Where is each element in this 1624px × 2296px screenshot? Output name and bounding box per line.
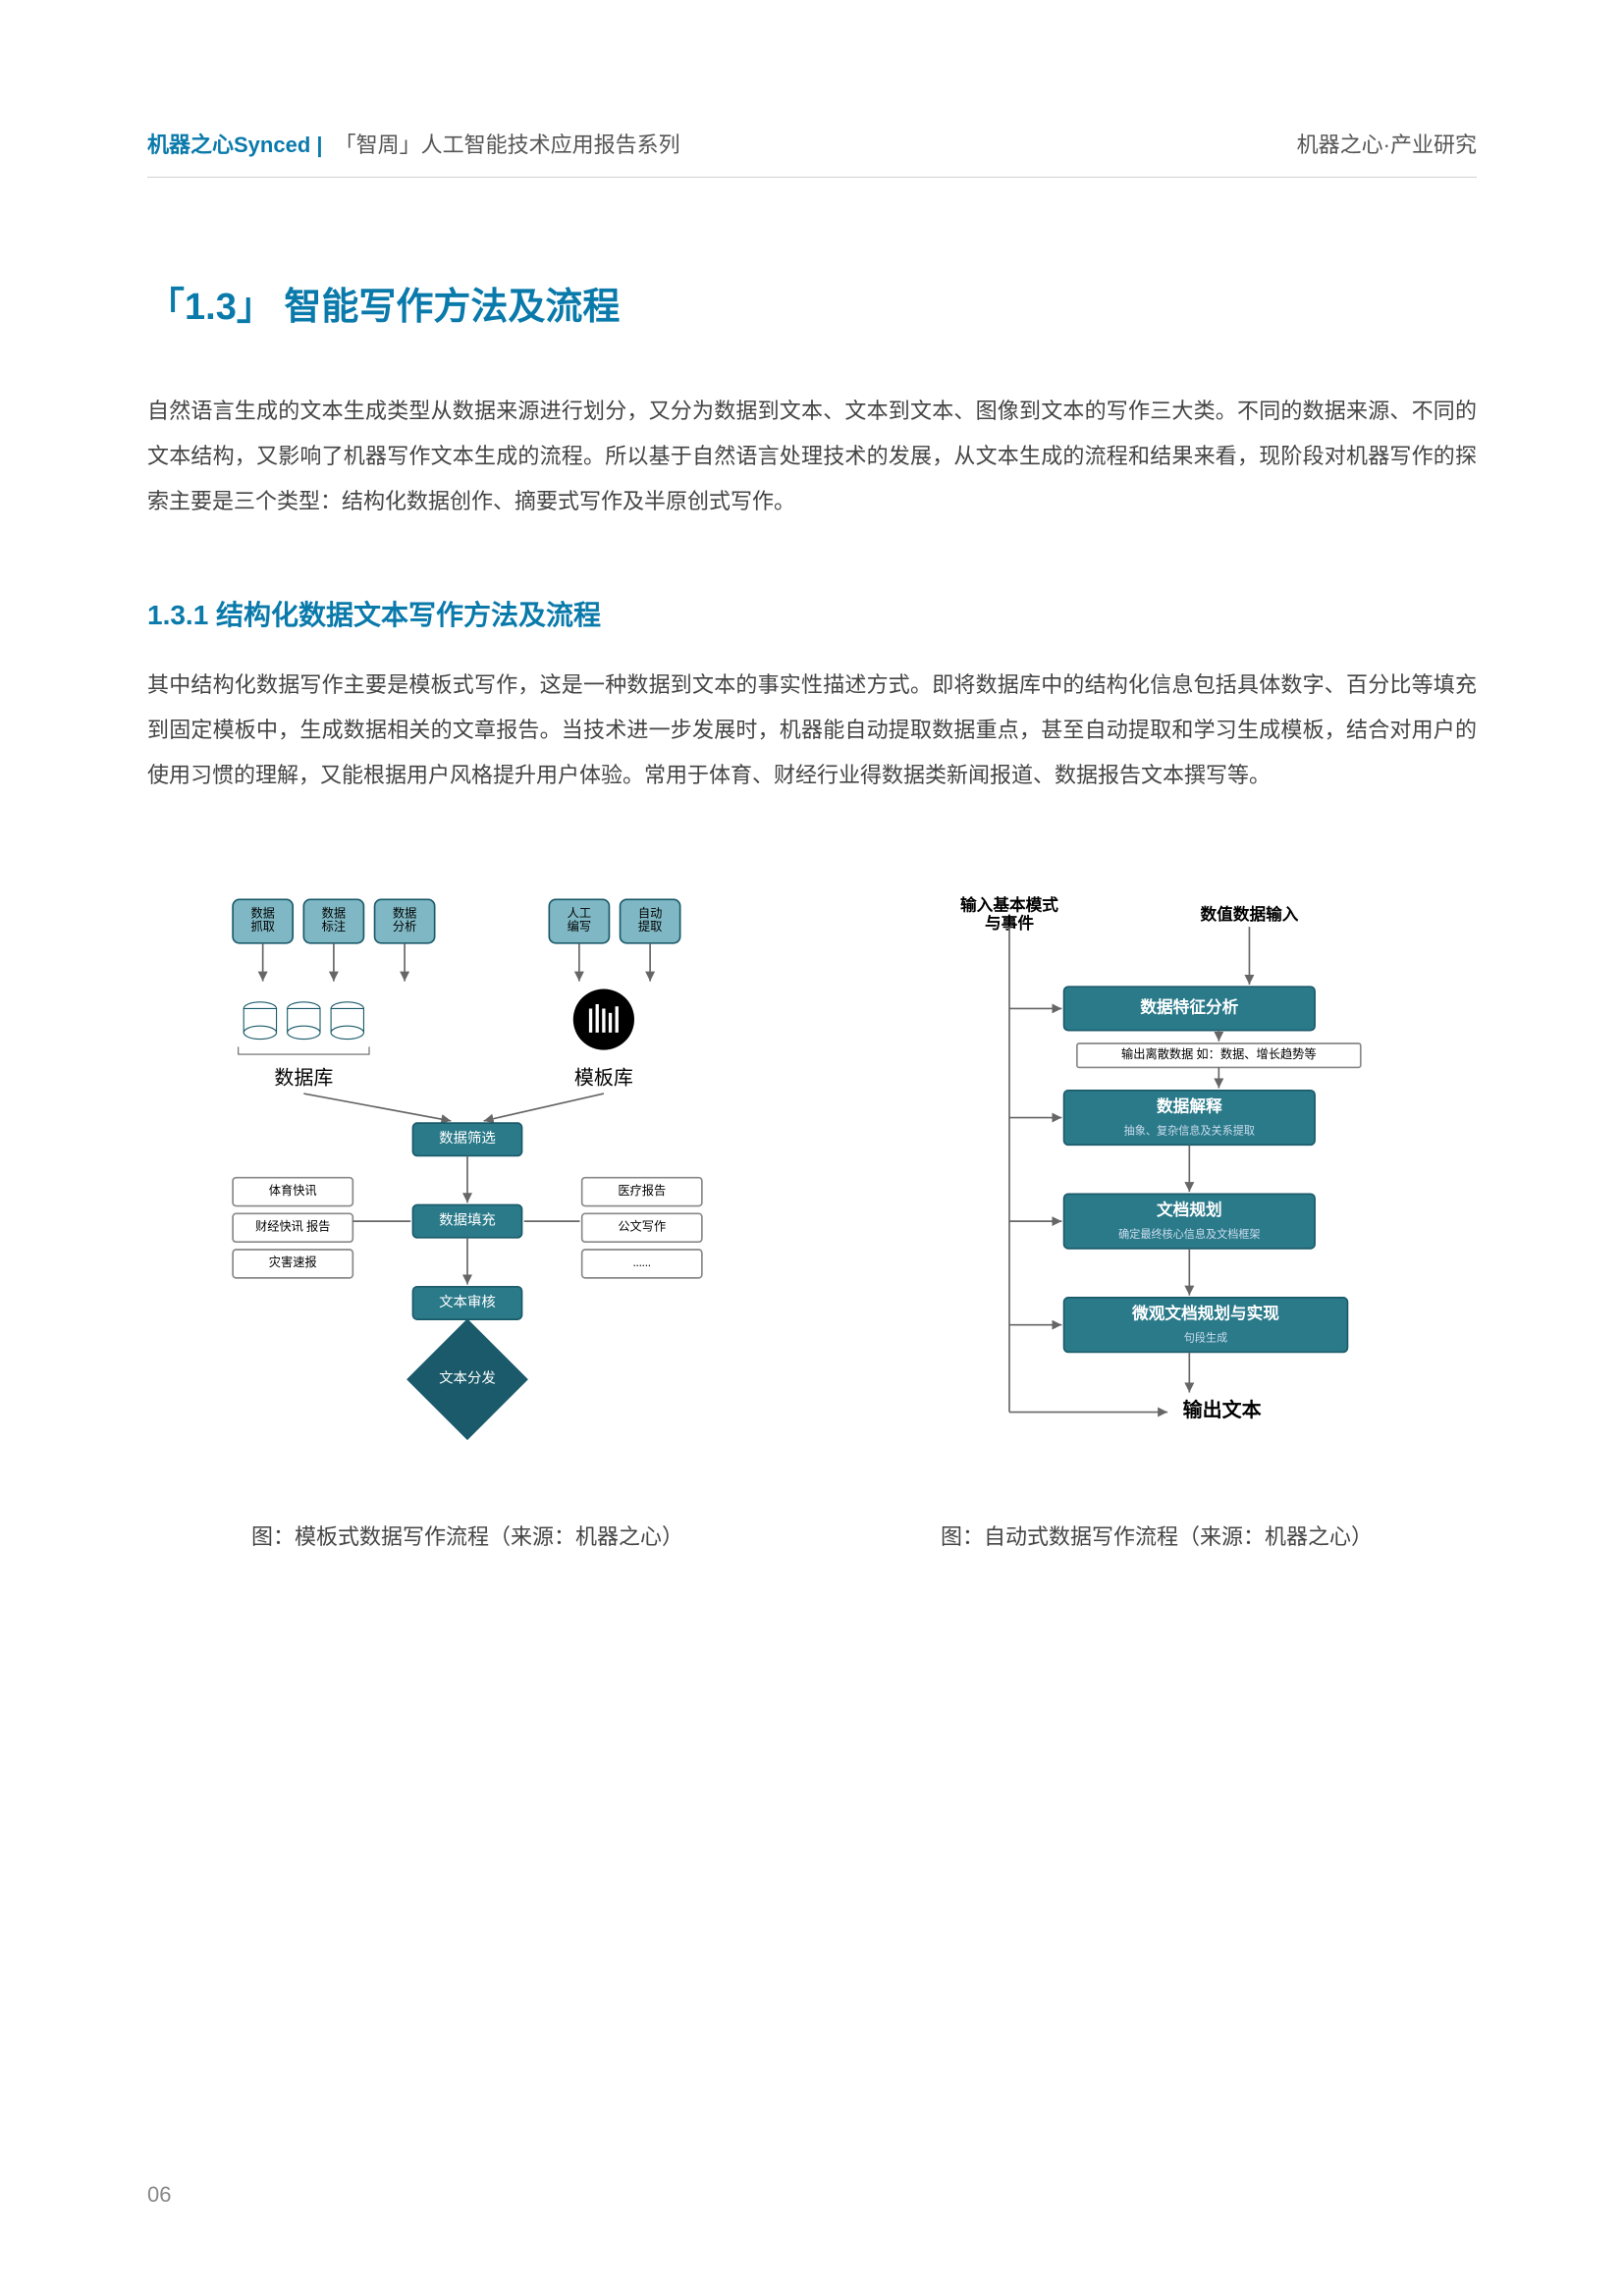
svg-text:财经快讯 报告: 财经快讯 报告	[255, 1219, 330, 1234]
svg-text:体育快讯: 体育快讯	[269, 1183, 317, 1198]
section-intro: 自然语言生成的文本生成类型从数据来源进行划分，又分为数据到文本、文本到文本、图像…	[147, 389, 1477, 525]
svg-text:抓取: 抓取	[250, 920, 274, 934]
diagram-right: 输入基本模式与事件数值数据输入数据特征分析输出离散数据 如：数据、增长趋势等数据…	[837, 867, 1477, 1461]
svg-text:输出文本: 输出文本	[1183, 1398, 1262, 1421]
subsection-title: 1.3.1 结构化数据文本写作方法及流程	[147, 594, 1477, 633]
svg-text:数据筛选: 数据筛选	[439, 1130, 496, 1147]
svg-text:句段生成: 句段生成	[1184, 1331, 1227, 1345]
caption-left: 图：模板式数据写作流程（来源：机器之心）	[147, 1520, 787, 1551]
svg-text:文档规划: 文档规划	[1157, 1200, 1222, 1219]
svg-text:数据特征分析: 数据特征分析	[1140, 996, 1238, 1016]
header-left: 机器之心Synced | 「智周」人工智能技术应用报告系列	[147, 128, 680, 159]
svg-text:抽象、复杂信息及关系提取: 抽象、复杂信息及关系提取	[1124, 1124, 1255, 1138]
svg-text:文本分发: 文本分发	[439, 1370, 496, 1387]
svg-text:灾害速报: 灾害速报	[269, 1255, 317, 1269]
svg-text:数据库: 数据库	[274, 1066, 333, 1089]
svg-text:数据: 数据	[250, 906, 274, 921]
svg-text:文本审核: 文本审核	[439, 1294, 496, 1310]
svg-text:输出离散数据 如：数据、增长趋势等: 输出离散数据 如：数据、增长趋势等	[1121, 1046, 1317, 1061]
header-right: 机器之心·产业研究	[1297, 128, 1477, 159]
svg-text:标注: 标注	[322, 919, 346, 934]
page-header: 机器之心Synced | 「智周」人工智能技术应用报告系列 机器之心·产业研究	[147, 128, 1477, 178]
header-brand: 机器之心Synced |	[147, 133, 323, 157]
header-series: 「智周」人工智能技术应用报告系列	[335, 133, 680, 157]
svg-text:数据: 数据	[322, 906, 346, 921]
svg-text:......: ......	[633, 1255, 651, 1269]
diagram-left: 数据抓取数据标注数据分析人工编写自动提取数据库模板库数据筛选数据填充文本审核体育…	[147, 867, 787, 1461]
svg-text:分析: 分析	[393, 920, 416, 934]
captions-row: 图：模板式数据写作流程（来源：机器之心） 图：自动式数据写作流程（来源：机器之心…	[147, 1520, 1477, 1551]
caption-right: 图：自动式数据写作流程（来源：机器之心）	[837, 1520, 1477, 1551]
flowchart-left: 数据抓取数据标注数据分析人工编写自动提取数据库模板库数据筛选数据填充文本审核体育…	[147, 867, 787, 1456]
subsection-body: 其中结构化数据写作主要是模板式写作，这是一种数据到文本的事实性描述方式。即将数据…	[147, 663, 1477, 799]
svg-text:自动: 自动	[638, 907, 662, 921]
diagrams-row: 数据抓取数据标注数据分析人工编写自动提取数据库模板库数据筛选数据填充文本审核体育…	[147, 867, 1477, 1461]
svg-text:编写: 编写	[568, 919, 591, 934]
flowchart-right: 输入基本模式与事件数值数据输入数据特征分析输出离散数据 如：数据、增长趋势等数据…	[837, 867, 1477, 1456]
page-number: 06	[147, 2182, 171, 2208]
svg-text:模板库: 模板库	[574, 1066, 633, 1089]
section-title: 「1.3」 智能写作方法及流程	[147, 276, 1477, 330]
svg-text:数据解释: 数据解释	[1157, 1096, 1222, 1116]
svg-text:输入基本模式: 输入基本模式	[960, 895, 1058, 915]
svg-text:数据: 数据	[393, 906, 416, 921]
svg-text:数值数据输入: 数值数据输入	[1200, 904, 1298, 924]
svg-text:微观文档规划与实现: 微观文档规划与实现	[1131, 1304, 1279, 1323]
svg-text:人工: 人工	[568, 907, 591, 921]
svg-text:医疗报告: 医疗报告	[618, 1183, 666, 1198]
svg-text:数据填充: 数据填充	[439, 1212, 496, 1229]
svg-text:公文写作: 公文写作	[618, 1219, 666, 1234]
svg-text:确定最终核心信息及文档框架: 确定最终核心信息及文档框架	[1118, 1227, 1260, 1241]
svg-text:提取: 提取	[638, 919, 662, 934]
